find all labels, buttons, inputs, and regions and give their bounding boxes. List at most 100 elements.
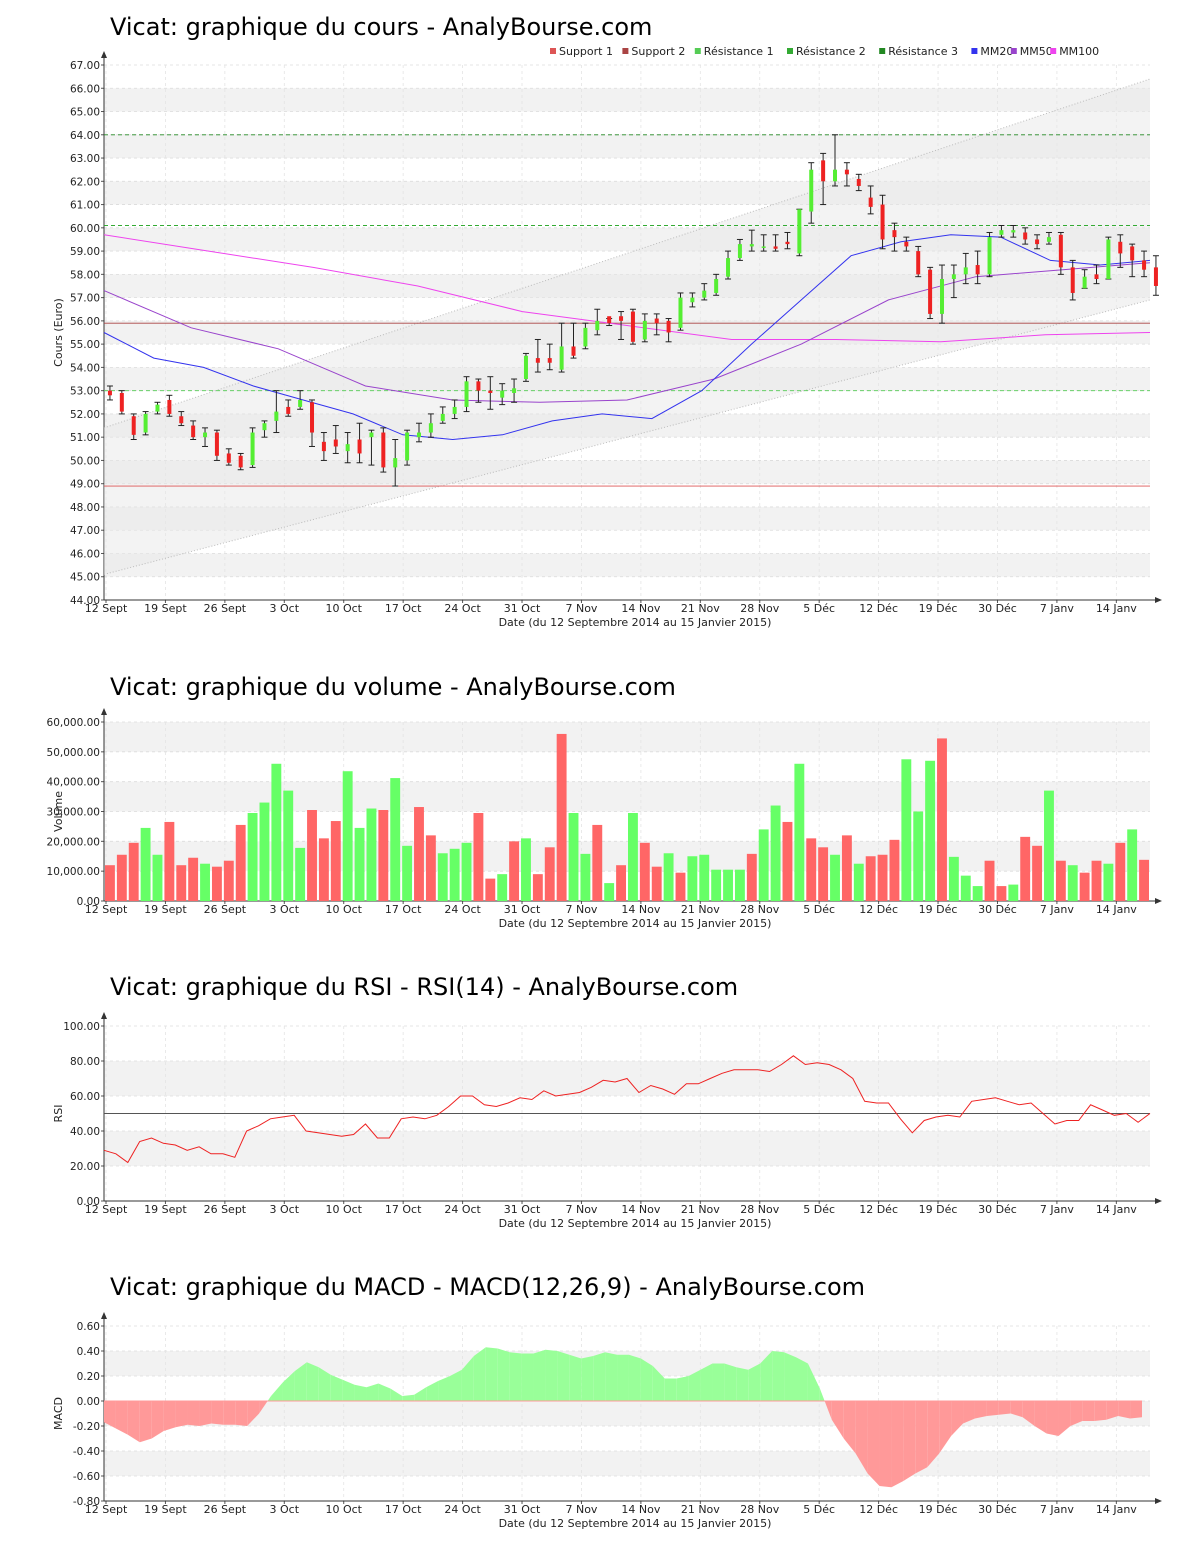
candle-body [262, 423, 267, 431]
x-tick-label: 31 Oct [504, 903, 541, 916]
volume-bar [200, 863, 210, 901]
candle [986, 231, 993, 278]
legend-entry: Support 1 [559, 45, 613, 58]
x-tick-label: 12 Sept [85, 1503, 128, 1516]
candle [629, 308, 636, 345]
candle-body [666, 320, 671, 333]
volume-bar [1032, 845, 1043, 901]
x-tick-label: 5 Déc [803, 1203, 835, 1216]
volume-bar [651, 866, 662, 901]
volume-bar [414, 807, 424, 901]
volume-bar [758, 829, 769, 901]
candle [118, 390, 125, 415]
candle [606, 316, 613, 327]
x-tick-label: 19 Sept [144, 1203, 187, 1216]
macd-positive-area [545, 1349, 558, 1401]
candle-body [393, 458, 398, 468]
panel-3: Vicat: graphique du MACD - MACD(12,26,9)… [52, 1273, 1162, 1530]
candle [380, 427, 387, 473]
volume-bar [925, 760, 936, 901]
candle [415, 422, 422, 443]
volume-bar [390, 778, 401, 901]
x-tick-label: 3 Oct [270, 903, 300, 916]
candle [225, 448, 232, 466]
candle-body [226, 453, 231, 463]
candle-body [1106, 239, 1111, 279]
candle-body [987, 237, 992, 275]
volume-bar [913, 811, 924, 901]
x-tick-label: 19 Déc [919, 1503, 958, 1516]
chart-title: Vicat: graphique du cours - AnalyBourse.… [110, 13, 652, 41]
candle-body [179, 416, 184, 424]
candle [701, 283, 708, 301]
candle-body [333, 439, 338, 447]
panel-1: Vicat: graphique du volume - AnalyBourse… [47, 673, 1162, 930]
y-tick-label: 56.00 [70, 316, 100, 328]
volume-bar [996, 886, 1007, 901]
macd-positive-area [772, 1351, 785, 1401]
x-tick-label: 19 Sept [144, 903, 187, 916]
candle [772, 234, 779, 252]
y-tick-label: 59.00 [70, 246, 100, 258]
candle [237, 452, 244, 471]
macd-negative-area [939, 1401, 952, 1454]
candle [487, 376, 494, 410]
candle [534, 338, 541, 373]
x-axis-caption: Date (du 12 Septembre 2014 au 15 Janvier… [499, 917, 772, 930]
volume-bar [223, 860, 234, 901]
candle [974, 250, 981, 285]
macd-negative-area [1058, 1401, 1071, 1436]
legend-swatch [879, 48, 886, 54]
candle [1045, 231, 1052, 245]
channel-upper-line [103, 78, 1151, 429]
candle-body [583, 327, 588, 347]
x-tick-label: 26 Sept [204, 1203, 247, 1216]
candle [154, 401, 161, 415]
candle-body [214, 432, 219, 456]
candle-body [963, 267, 968, 275]
x-tick-label: 12 Déc [859, 1503, 898, 1516]
y-tick-label: 57.00 [70, 293, 100, 305]
grid-band [104, 722, 1150, 752]
macd-positive-area [378, 1383, 391, 1401]
macd-negative-area [855, 1401, 868, 1474]
candle [1069, 259, 1076, 301]
y-tick-label: 63.00 [70, 153, 100, 165]
volume-bar [960, 875, 971, 901]
candle [689, 292, 696, 308]
macd-positive-area [267, 1396, 272, 1401]
candle-body [464, 381, 469, 407]
macd-positive-area [390, 1388, 403, 1401]
macd-negative-area [104, 1401, 116, 1429]
candle-body [654, 318, 659, 324]
macd-negative-area [1106, 1401, 1119, 1420]
volume-bar [485, 878, 496, 901]
candle [927, 266, 934, 320]
x-axis-arrow [1155, 597, 1162, 603]
macd-positive-area [617, 1354, 629, 1401]
candle-body [1130, 246, 1135, 261]
volume-bar [1067, 865, 1078, 901]
volume-bar [1103, 863, 1114, 901]
macd-positive-area [736, 1367, 749, 1401]
candle [748, 229, 755, 252]
volume-bar [972, 886, 983, 901]
macd-positive-area [652, 1366, 665, 1401]
macd-negative-area [998, 1401, 1011, 1415]
macd-positive-area [760, 1351, 773, 1401]
candle-body [119, 392, 124, 412]
candle-body [107, 390, 112, 396]
channel-lower-line [103, 299, 1151, 575]
x-tick-label: 10 Oct [325, 1203, 362, 1216]
macd-negative-area [915, 1401, 928, 1474]
x-tick-label: 10 Oct [325, 1503, 362, 1516]
x-tick-label: 7 Janv [1040, 903, 1074, 916]
volume-bar [497, 874, 508, 901]
volume-bar [1127, 829, 1138, 901]
macd-negative-area [831, 1401, 844, 1439]
volume-bar [342, 771, 353, 901]
macd-negative-area [1046, 1401, 1059, 1436]
macd-negative-area [139, 1401, 152, 1443]
y-tick-label: -0.40 [73, 1446, 100, 1458]
candle-body [844, 169, 849, 175]
